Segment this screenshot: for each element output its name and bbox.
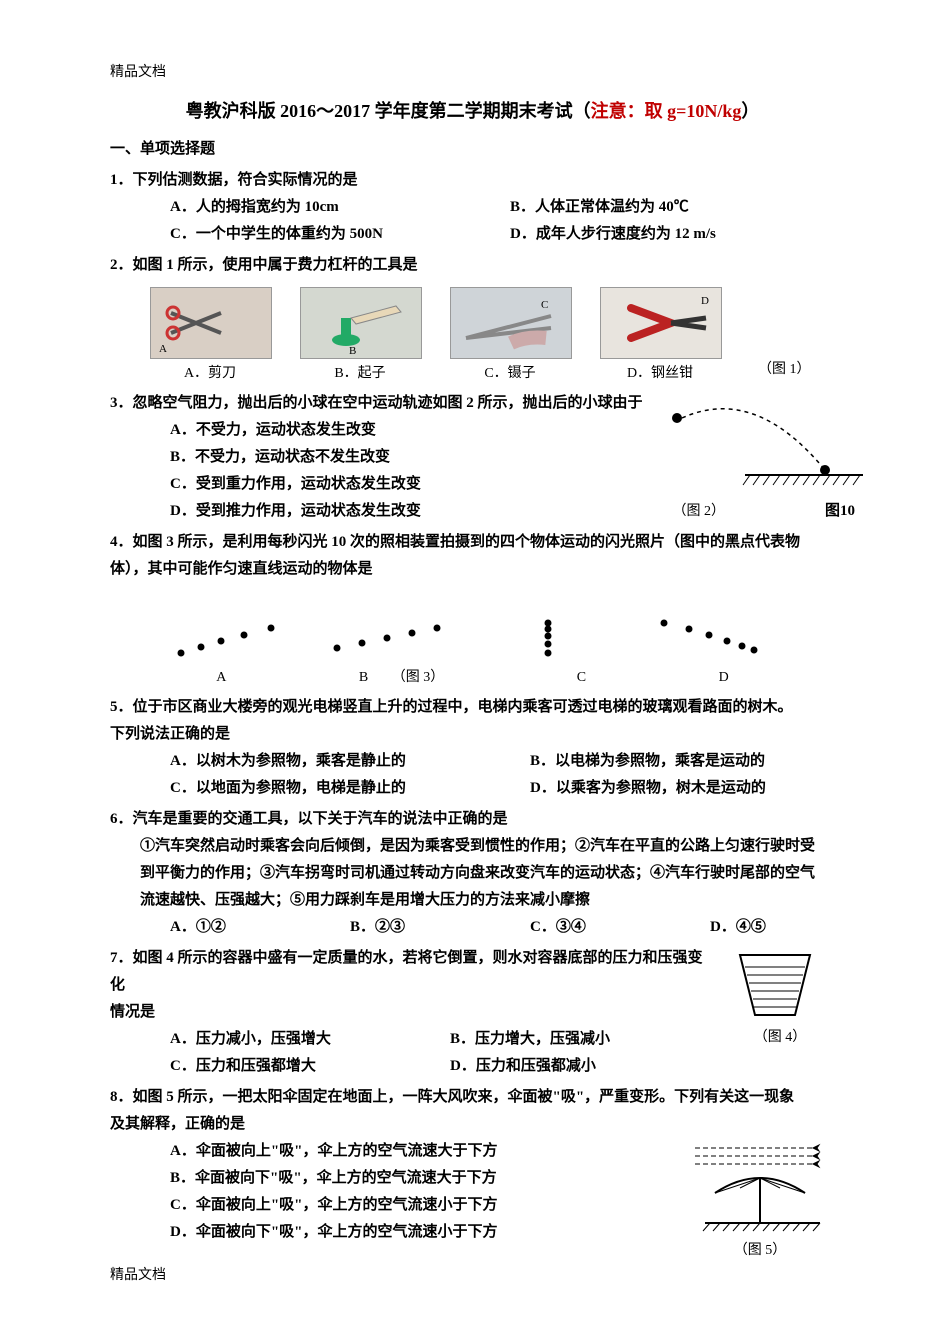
q5-c: C．以地面为参照物，电梯是静止的 bbox=[170, 775, 490, 802]
q2-tool-row: A A．剪刀 B B．起子 C C．镊子 bbox=[110, 287, 835, 386]
q2-c-label: C．镊子 bbox=[450, 361, 570, 386]
q6-l1: ①汽车突然启动时乘客会向后倾倒，是因为乘客受到惯性的作用；②汽车在平直的公路上匀… bbox=[110, 833, 835, 860]
q2-tool-b: B B．起子 bbox=[300, 287, 420, 386]
q3-caption: （图 2） bbox=[672, 499, 725, 524]
q4-panel-a bbox=[166, 603, 296, 663]
q3-figlabel: 图10 bbox=[825, 498, 855, 525]
q2-tool-c: C C．镊子 bbox=[450, 287, 570, 386]
q4-caption: （图 3） bbox=[392, 670, 445, 685]
q5-d: D．以乘客为参照物，树木是运动的 bbox=[530, 775, 766, 802]
q5-b: B．以电梯为参照物，乘客是运动的 bbox=[530, 748, 765, 775]
svg-text:B: B bbox=[349, 345, 356, 357]
q3-d: D．受到推力作用，运动状态发生改变 bbox=[110, 498, 421, 525]
svg-text:C: C bbox=[541, 299, 548, 311]
q5-opts-1: A．以树木为参照物，乘客是静止的 B．以电梯为参照物，乘客是运动的 bbox=[110, 748, 835, 775]
q6-b: B．②③ bbox=[350, 914, 490, 941]
q7-figure: （图 4） bbox=[725, 945, 835, 1050]
q6-d: D．④⑤ bbox=[710, 914, 766, 941]
title-end: ） bbox=[741, 101, 759, 121]
q6-c: C．③④ bbox=[530, 914, 670, 941]
q2-tool-d: D D．钢丝钳 bbox=[600, 287, 720, 386]
q6-l3: 流速越快、压强越大；⑤用力踩刹车是用增大压力的方法来减小摩擦 bbox=[110, 887, 835, 914]
q7-opts-1: A．压力减小，压强增大 B．压力增大，压强减小 bbox=[110, 1026, 715, 1053]
q2-tool-a: A A．剪刀 bbox=[150, 287, 270, 386]
q4-panel-c bbox=[488, 603, 618, 663]
q6-l2: 到平衡力的作用；③汽车拐弯时司机通过转动方向盘来改变汽车的运动状态；④汽车行驶时… bbox=[110, 860, 835, 887]
q4-labels: A B （图 3） C D bbox=[150, 665, 795, 690]
q2-d-label: D．钢丝钳 bbox=[600, 361, 720, 386]
q3-figure bbox=[665, 400, 865, 490]
q4-panel-d bbox=[649, 603, 779, 663]
q2-b-label: B．起子 bbox=[300, 361, 420, 386]
q4-c: C bbox=[577, 665, 586, 690]
q5-opts-2: C．以地面为参照物，电梯是静止的 D．以乘客为参照物，树木是运动的 bbox=[110, 775, 835, 802]
q7-d: D．压力和压强都减小 bbox=[450, 1053, 596, 1080]
opener-img: B bbox=[300, 287, 422, 359]
header-note: 精品文档 bbox=[110, 60, 835, 85]
footer-note: 精品文档 bbox=[110, 1263, 835, 1288]
q8-caption: （图 5） bbox=[685, 1238, 835, 1263]
q6-stem: 6．汽车是重要的交通工具，以下关于汽车的说法中正确的是 bbox=[110, 806, 835, 833]
q3-wrap: 3．忽略空气阻力，抛出后的小球在空中运动轨迹如图 2 所示，抛出后的小球由于 A… bbox=[110, 390, 835, 525]
q8-block: 8．如图 5 所示，一把太阳伞固定在地面上，一阵大风吹来，伞面被"吸"，严重变形… bbox=[110, 1084, 835, 1263]
q1-d: D．成年人步行速度约为 12 m/s bbox=[510, 221, 716, 248]
q8-figure: （图 5） bbox=[685, 1138, 835, 1263]
q5-a: A．以树木为参照物，乘客是静止的 bbox=[170, 748, 490, 775]
q4-figure-row bbox=[150, 593, 795, 663]
q4-a: A bbox=[216, 665, 226, 690]
q7-opts-2: C．压力和压强都增大 D．压力和压强都减小 bbox=[110, 1053, 835, 1080]
q4-stem2: 体），其中可能作匀速直线运动的物体是 bbox=[110, 556, 835, 583]
q6-opts: A．①② B．②③ C．③④ D．④⑤ bbox=[110, 914, 835, 941]
q7-b: B．压力增大，压强减小 bbox=[450, 1026, 610, 1053]
q5-stem1: 5．位于市区商业大楼旁的观光电梯竖直上升的过程中，电梯内乘客可透过电梯的玻璃观看… bbox=[110, 694, 835, 721]
q8-stem2: 及其解释，正确的是 bbox=[110, 1111, 835, 1138]
q2-a-label: A．剪刀 bbox=[150, 361, 270, 386]
q1-b: B．人体正常体温约为 40℃ bbox=[510, 194, 689, 221]
q6-a: A．①② bbox=[170, 914, 310, 941]
q2-caption: （图 1） bbox=[758, 357, 811, 382]
q4-d: D bbox=[719, 665, 729, 690]
pliers-img: D bbox=[600, 287, 722, 359]
q7-caption: （图 4） bbox=[725, 1025, 835, 1050]
q1-options: A．人的拇指宽约为 10cm B．人体正常体温约为 40℃ bbox=[110, 194, 835, 221]
q8-stem1: 8．如图 5 所示，一把太阳伞固定在地面上，一阵大风吹来，伞面被"吸"，严重变形… bbox=[110, 1084, 835, 1111]
q4-b: B bbox=[359, 670, 368, 685]
title-red: 注意：取 g=10N/kg bbox=[591, 101, 742, 121]
title-black: 粤教沪科版 2016～2017 学年度第二学期期末考试（ bbox=[186, 101, 591, 121]
tweezers-img: C bbox=[450, 287, 572, 359]
section-1-head: 一、单项选择题 bbox=[110, 136, 835, 163]
q7-a: A．压力减小，压强增大 bbox=[170, 1026, 410, 1053]
svg-text:D: D bbox=[701, 295, 709, 307]
q4-panel-b bbox=[327, 603, 457, 663]
q5-stem2: 下列说法正确的是 bbox=[110, 721, 835, 748]
page-title: 粤教沪科版 2016～2017 学年度第二学期期末考试（注意：取 g=10N/k… bbox=[110, 95, 835, 127]
q4-stem1: 4．如图 3 所示，是利用每秒闪光 10 次的照相装置拍摄到的四个物体运动的闪光… bbox=[110, 529, 835, 556]
q1-options-2: C．一个中学生的体重约为 500N D．成年人步行速度约为 12 m/s bbox=[110, 221, 835, 248]
q7-block: （图 4） 7．如图 4 所示的容器中盛有一定质量的水，若将它倒置，则水对容器底… bbox=[110, 945, 835, 1080]
q2-stem: 2．如图 1 所示，使用中属于费力杠杆的工具是 bbox=[110, 252, 835, 279]
q7-c: C．压力和压强都增大 bbox=[170, 1053, 410, 1080]
scissors-img: A bbox=[150, 287, 272, 359]
q1-a: A．人的拇指宽约为 10cm bbox=[170, 194, 470, 221]
svg-text:A: A bbox=[159, 343, 167, 355]
q1-stem: 1．下列估测数据，符合实际情况的是 bbox=[110, 167, 835, 194]
q1-c: C．一个中学生的体重约为 500N bbox=[170, 221, 470, 248]
